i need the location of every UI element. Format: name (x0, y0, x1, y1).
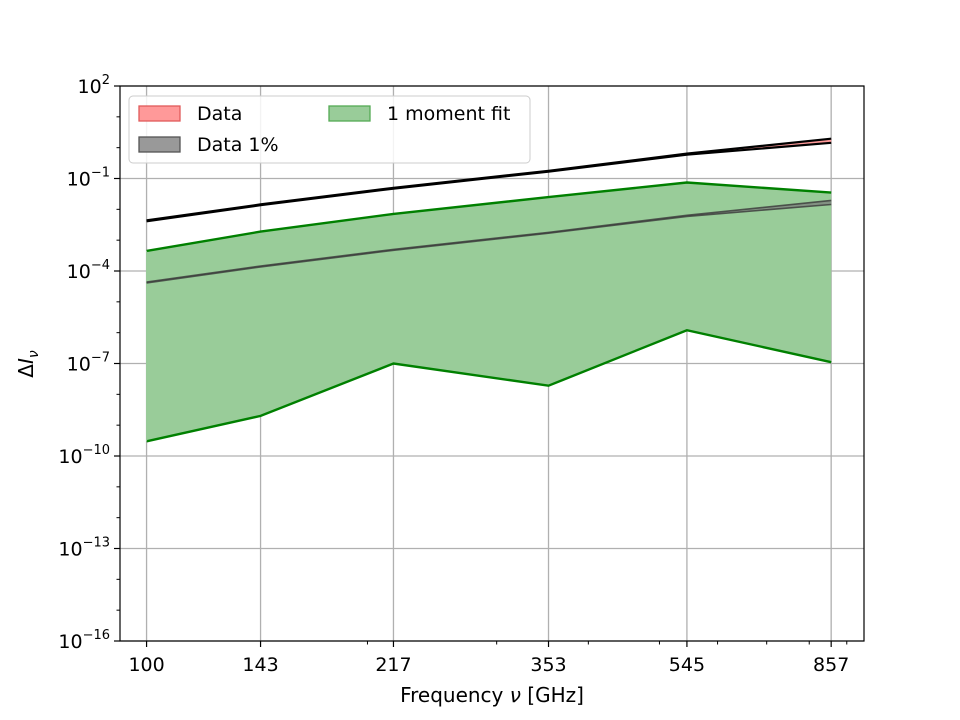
legend-label-data-1pct: Data 1% (197, 134, 279, 156)
legend-swatch-moment-fit (328, 105, 371, 122)
y-tick-label: 10−10 (58, 443, 110, 468)
y-axis-title: ΔIν (14, 350, 42, 378)
legend: Data Data 1% 1 moment fit (128, 95, 531, 164)
moment-fit-lower-line (146, 328, 832, 443)
legend-box (128, 95, 531, 164)
x-tick-label: 857 (813, 654, 849, 676)
moment-fit-upper-line (146, 181, 832, 253)
legend-swatch-data-1pct (138, 136, 181, 153)
x-tick-label: 143 (242, 654, 278, 676)
data-band (146, 138, 832, 222)
y-tick-label: 10−13 (58, 536, 110, 561)
y-tick-label: 10−7 (67, 351, 110, 376)
y-axis: 10−16 10−13 10−10 10−7 10−4 10−1 102 (58, 73, 120, 653)
series-lines (146, 137, 832, 443)
legend-swatch-data (138, 105, 181, 122)
y-tick-label: 102 (78, 73, 110, 98)
x-tick-label: 545 (669, 654, 705, 676)
x-axis: 100 143 217 353 545 857 (128, 641, 849, 676)
x-tick-label: 217 (375, 654, 411, 676)
x-tick-label: 353 (530, 654, 566, 676)
series-fills (146, 182, 832, 442)
data-1pct-band (146, 200, 832, 283)
legend-label-moment-fit: 1 moment fit (387, 103, 510, 125)
legend-label-data: Data (197, 103, 242, 125)
x-tick-label: 100 (128, 654, 164, 676)
data-1pct-lower-line (146, 203, 832, 284)
data-1pct-upper-line (146, 199, 832, 283)
y-tick-label: 10−4 (67, 258, 110, 283)
y-tick-label: 10−1 (67, 166, 110, 191)
y-tick-label: 10−16 (58, 628, 110, 653)
data-lower-line (146, 141, 832, 223)
x-axis-title: Frequency ν [GHz] (400, 683, 584, 707)
moment-fit-band (146, 182, 832, 442)
